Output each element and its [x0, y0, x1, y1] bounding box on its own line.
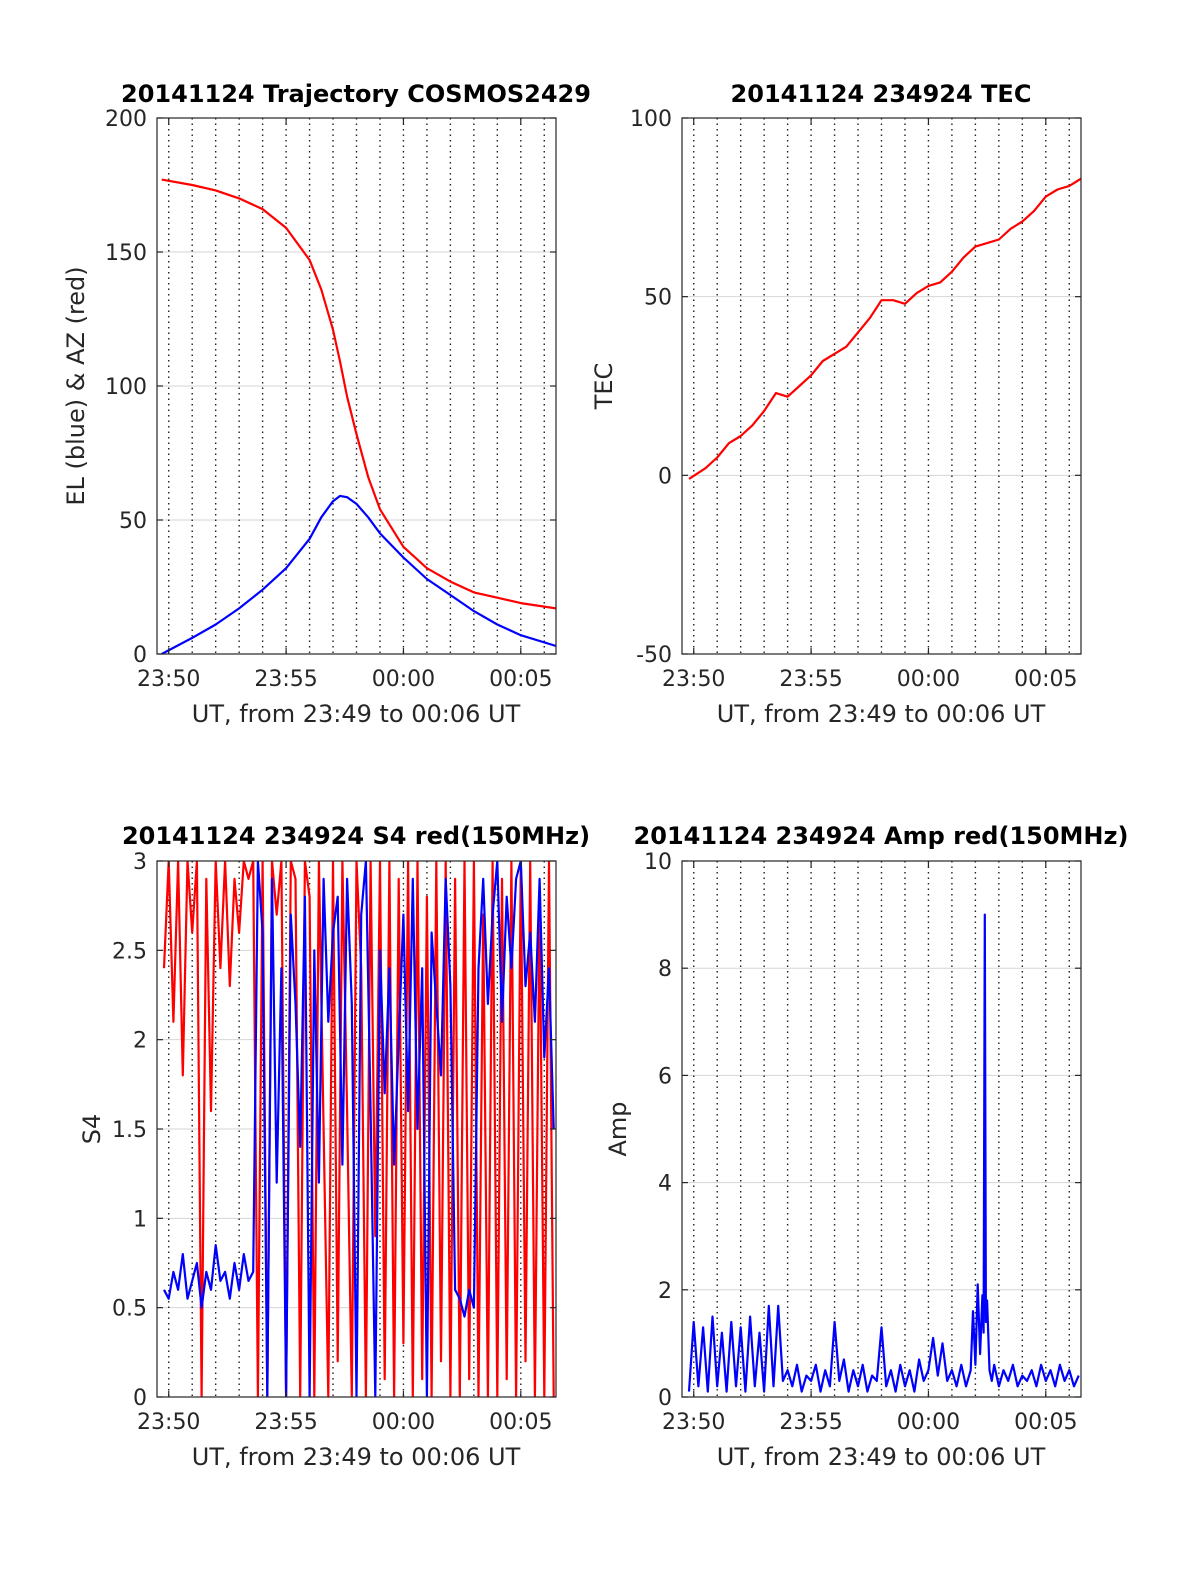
- amp-y-tick-label: 6: [658, 1064, 672, 1089]
- tec-x-tick-label: 23:50: [662, 667, 725, 692]
- amp-x-tick-label: 00:00: [897, 1410, 960, 1435]
- trajectory-x-axis-label: UT, from 23:49 to 00:06 UT: [192, 700, 521, 728]
- amp-x-tick-label: 23:55: [779, 1410, 842, 1435]
- s4-x-tick-label: 23:50: [137, 1410, 200, 1435]
- trajectory-series-group: [161, 178, 556, 654]
- trajectory-y-tick-label: 0: [133, 643, 147, 668]
- tec-panel: 20141124 234924 TEC UT, from 23:49 to 00…: [590, 80, 1082, 728]
- trajectory-y-axis-label: EL (blue) & AZ (red): [62, 266, 90, 505]
- s4-y-tick-label: 2: [133, 1029, 147, 1054]
- s4-y-axis-label: S4: [78, 1114, 106, 1145]
- amp-plot-frame: [681, 860, 1082, 1398]
- tec-series-0-line: [688, 177, 1081, 480]
- s4-series-0-line: [162, 861, 555, 1397]
- trajectory-y-tick-label: 100: [105, 375, 147, 400]
- tec-x-tick-label: 00:05: [1014, 667, 1077, 692]
- tec-y-tick-label: 0: [658, 464, 672, 489]
- trajectory-y-tick-label: 200: [105, 107, 147, 132]
- amp-x-tick-label: 23:50: [662, 1410, 725, 1435]
- s4-y-tick-label: 0: [133, 1386, 147, 1411]
- tec-grid: [682, 118, 1081, 654]
- trajectory-x-tick-label: 23:55: [254, 667, 317, 692]
- trajectory-x-tick-label: 00:05: [489, 667, 552, 692]
- s4-y-tick-label: 1.5: [112, 1118, 147, 1143]
- s4-title: 20141124 234924 S4 red(150MHz): [122, 822, 590, 850]
- tec-x-tick-label: 23:55: [779, 667, 842, 692]
- s4-panel: 20141124 234924 S4 red(150MHz) UT, from …: [78, 822, 590, 1471]
- tec-x-tick-label: 00:00: [897, 667, 960, 692]
- s4-y-tick-label: 1: [133, 1207, 147, 1232]
- tec-y-axis-label: TEC: [590, 363, 618, 411]
- trajectory-grid: [157, 118, 556, 654]
- amp-y-tick-label: 0: [658, 1386, 672, 1411]
- tec-title: 20141124 234924 TEC: [731, 80, 1032, 108]
- amp-series-group: [687, 913, 1080, 1393]
- trajectory-panel: 20141124 Trajectory COSMOS2429 UT, from …: [62, 80, 591, 728]
- amp-title: 20141124 234924 Amp red(150MHz): [634, 822, 1129, 850]
- trajectory-x-tick-label: 00:00: [372, 667, 435, 692]
- amp-y-axis-label: Amp: [604, 1101, 632, 1156]
- s4-x-tick-label: 00:00: [372, 1410, 435, 1435]
- s4-y-tick-label: 2.5: [112, 939, 147, 964]
- s4-series-group: [162, 861, 555, 1397]
- amp-y-tick-label: 2: [658, 1279, 672, 1304]
- amp-grid: [682, 861, 1081, 1397]
- amp-series-0-line: [687, 913, 1080, 1393]
- s4-x-tick-label: 00:05: [489, 1410, 552, 1435]
- tec-y-tick-label: 50: [644, 286, 672, 311]
- amp-x-tick-label: 00:05: [1014, 1410, 1077, 1435]
- s4-x-tick-label: 23:55: [254, 1410, 317, 1435]
- amp-x-axis-label: UT, from 23:49 to 00:06 UT: [717, 1443, 1046, 1471]
- amp-panel: 20141124 234924 Amp red(150MHz) UT, from…: [604, 822, 1128, 1471]
- s4-y-tick-label: 0.5: [112, 1297, 147, 1322]
- tec-x-axis-label: UT, from 23:49 to 00:06 UT: [717, 700, 1046, 728]
- trajectory-y-tick-label: 50: [119, 509, 147, 534]
- s4-series-1-line: [163, 861, 555, 1397]
- tec-series-group: [688, 177, 1081, 480]
- amp-y-tick-label: 4: [658, 1172, 672, 1197]
- s4-x-axis-label: UT, from 23:49 to 00:06 UT: [192, 1443, 521, 1471]
- amp-y-tick-label: 8: [658, 957, 672, 982]
- tec-plot-frame: [681, 117, 1082, 655]
- trajectory-series-0-line: [161, 178, 556, 610]
- trajectory-series-1-line: [161, 494, 556, 654]
- amp-y-tick-label: 10: [644, 850, 672, 875]
- s4-y-tick-label: 3: [133, 850, 147, 875]
- trajectory-y-tick-label: 150: [105, 241, 147, 266]
- tec-y-tick-label: 100: [630, 107, 672, 132]
- tec-y-tick-label: -50: [636, 643, 672, 668]
- trajectory-x-tick-label: 23:50: [137, 667, 200, 692]
- trajectory-title: 20141124 Trajectory COSMOS2429: [121, 80, 591, 108]
